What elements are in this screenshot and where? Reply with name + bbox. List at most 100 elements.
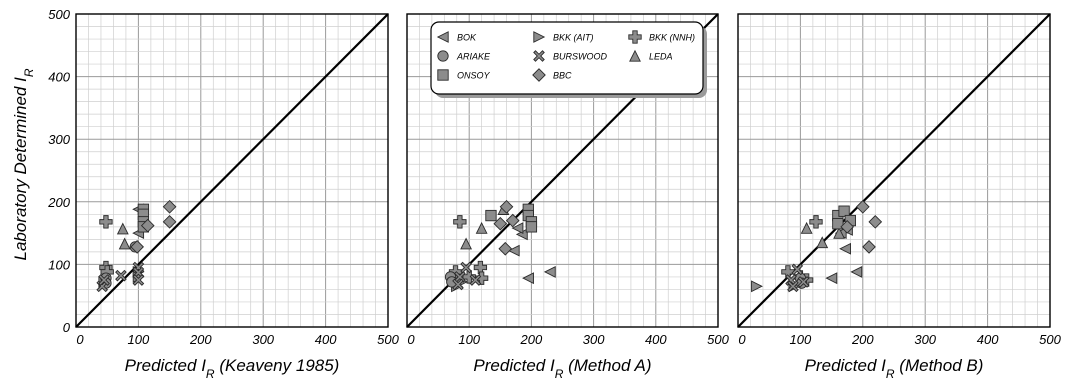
point-burswood — [115, 269, 127, 282]
x-tick-label: 0 — [407, 332, 415, 347]
point-bkk-nnh — [453, 215, 467, 229]
legend-label-onsoy: ONSOY — [457, 71, 491, 81]
x-tick-label: 200 — [851, 332, 874, 347]
point-leda — [118, 237, 131, 250]
legend-label-bkk-ait: BKK (AIT) — [553, 33, 594, 43]
legend-label-bok: BOK — [457, 33, 477, 43]
x-tick-label: 300 — [583, 332, 605, 347]
x-tick-label: 0 — [76, 332, 84, 347]
point-bbc — [498, 241, 513, 256]
x-axis-label: Predicted IR (Method B) — [805, 356, 984, 381]
point-leda — [116, 222, 129, 235]
point-onsoy — [838, 205, 850, 217]
x-tick-label: 300 — [252, 332, 274, 347]
point-leda — [816, 236, 829, 249]
one-to-one-line — [737, 13, 1051, 328]
point-burswood — [98, 274, 110, 286]
point-bbc — [499, 199, 514, 214]
x-tick-label: 300 — [914, 332, 936, 347]
point-bbc — [162, 214, 177, 229]
legend-item-burswood: BURSWOOD — [533, 50, 608, 62]
point-burswood — [452, 278, 464, 291]
point-bbc — [493, 216, 508, 231]
y-tick-label: 200 — [47, 195, 70, 210]
point-burswood — [469, 274, 482, 286]
one-to-one-line — [75, 13, 389, 328]
x-tick-label: 400 — [315, 332, 337, 347]
legend-item-bkk-nnh: BKK (NNH) — [628, 30, 695, 44]
point-bbc — [505, 213, 520, 228]
plot-frame — [75, 13, 389, 328]
point-burswood — [132, 274, 145, 286]
legend-label-burswood: BURSWOOD — [553, 52, 608, 62]
y-axis-label: Laboratory Determined IR — [11, 68, 36, 260]
x-tick-label: 500 — [707, 332, 729, 347]
point-burswood — [791, 263, 804, 276]
x-tick-label: 200 — [189, 332, 212, 347]
x-axis-label: Predicted IR (Keaveny 1985) — [125, 356, 340, 381]
point-burswood — [797, 276, 810, 288]
plot-frame — [737, 13, 1051, 328]
point-burswood — [787, 280, 799, 293]
point-bok — [839, 242, 851, 255]
point-bbc — [140, 218, 155, 233]
legend-marker-leda — [629, 49, 641, 62]
x-tick-label: 100 — [458, 332, 480, 347]
legend-item-ariake: ARIAKE — [437, 50, 491, 62]
panel-method-a: 0 100 200 300 400 500 Predicted IR (Method A) B… — [406, 13, 730, 381]
point-bok — [522, 272, 534, 285]
point-bbc — [162, 199, 177, 214]
point-bbc — [868, 214, 883, 229]
point-bok — [511, 222, 524, 235]
legend-item-bkk-ait: BKK (AIT) — [533, 31, 594, 43]
legend-marker-bkk-nnh — [628, 30, 642, 44]
legend-marker-bbc — [532, 68, 546, 82]
point-burswood — [460, 261, 472, 274]
y-tick-label: 400 — [48, 70, 70, 85]
point-bkk-nnh — [809, 215, 823, 229]
panel-keaveny: 0 100 200 300 400 500 0 100 200 300 400 500 Predicte… — [11, 7, 400, 381]
legend-marker-ariake — [437, 50, 449, 62]
point-bbc — [840, 220, 855, 234]
point-onsoy — [832, 218, 844, 230]
point-bok — [543, 265, 556, 278]
x-tick-label: 500 — [1039, 332, 1061, 347]
legend: BOK BKK (AIT) BKK (NNH) ARIAKE BURSWOOD LEDA O… — [430, 21, 707, 98]
point-bbc — [855, 199, 870, 214]
point-onsoy — [525, 221, 538, 233]
point-onsoy — [485, 209, 497, 222]
y-tick-label: 100 — [48, 257, 70, 272]
legend-label-bkk-nnh: BKK (NNH) — [649, 33, 695, 43]
panel-method-b: 0 100 200 300 400 500 Predicted IR (Method B) — [737, 13, 1062, 381]
x-tick-label: 100 — [790, 332, 812, 347]
x-tick-label: 100 — [128, 332, 150, 347]
x-tick-label: 400 — [977, 332, 999, 347]
legend-label-bbc: BBC — [553, 71, 572, 81]
point-bok — [507, 244, 520, 257]
point-bbc — [862, 240, 876, 254]
legend-marker-onsoy — [437, 69, 449, 81]
legend-item-leda: LEDA — [629, 49, 673, 62]
point-bbc — [130, 240, 144, 254]
legend-item-bbc: BBC — [532, 68, 572, 82]
point-bok — [850, 265, 863, 278]
legend-item-bok: BOK — [436, 31, 477, 43]
point-bkk-nnh — [99, 215, 113, 229]
legend-marker-bok — [436, 31, 449, 43]
point-leda — [800, 221, 813, 234]
x-axis-label: Predicted IR (Method A) — [473, 356, 651, 381]
point-leda — [475, 221, 488, 234]
x-tick-label: 200 — [520, 332, 543, 347]
y-tick-label: 300 — [48, 132, 70, 147]
legend-label-ariake: ARIAKE — [456, 52, 491, 62]
point-leda — [833, 226, 846, 239]
legend-item-onsoy: ONSOY — [437, 69, 491, 81]
point-bkk-ait — [751, 280, 763, 293]
y-tick-label: 500 — [48, 7, 70, 22]
x-tick-label: 0 — [738, 332, 746, 347]
legend-label-leda: LEDA — [649, 52, 673, 62]
legend-marker-burswood — [533, 50, 545, 62]
point-leda — [460, 237, 473, 250]
point-bok — [825, 272, 838, 285]
